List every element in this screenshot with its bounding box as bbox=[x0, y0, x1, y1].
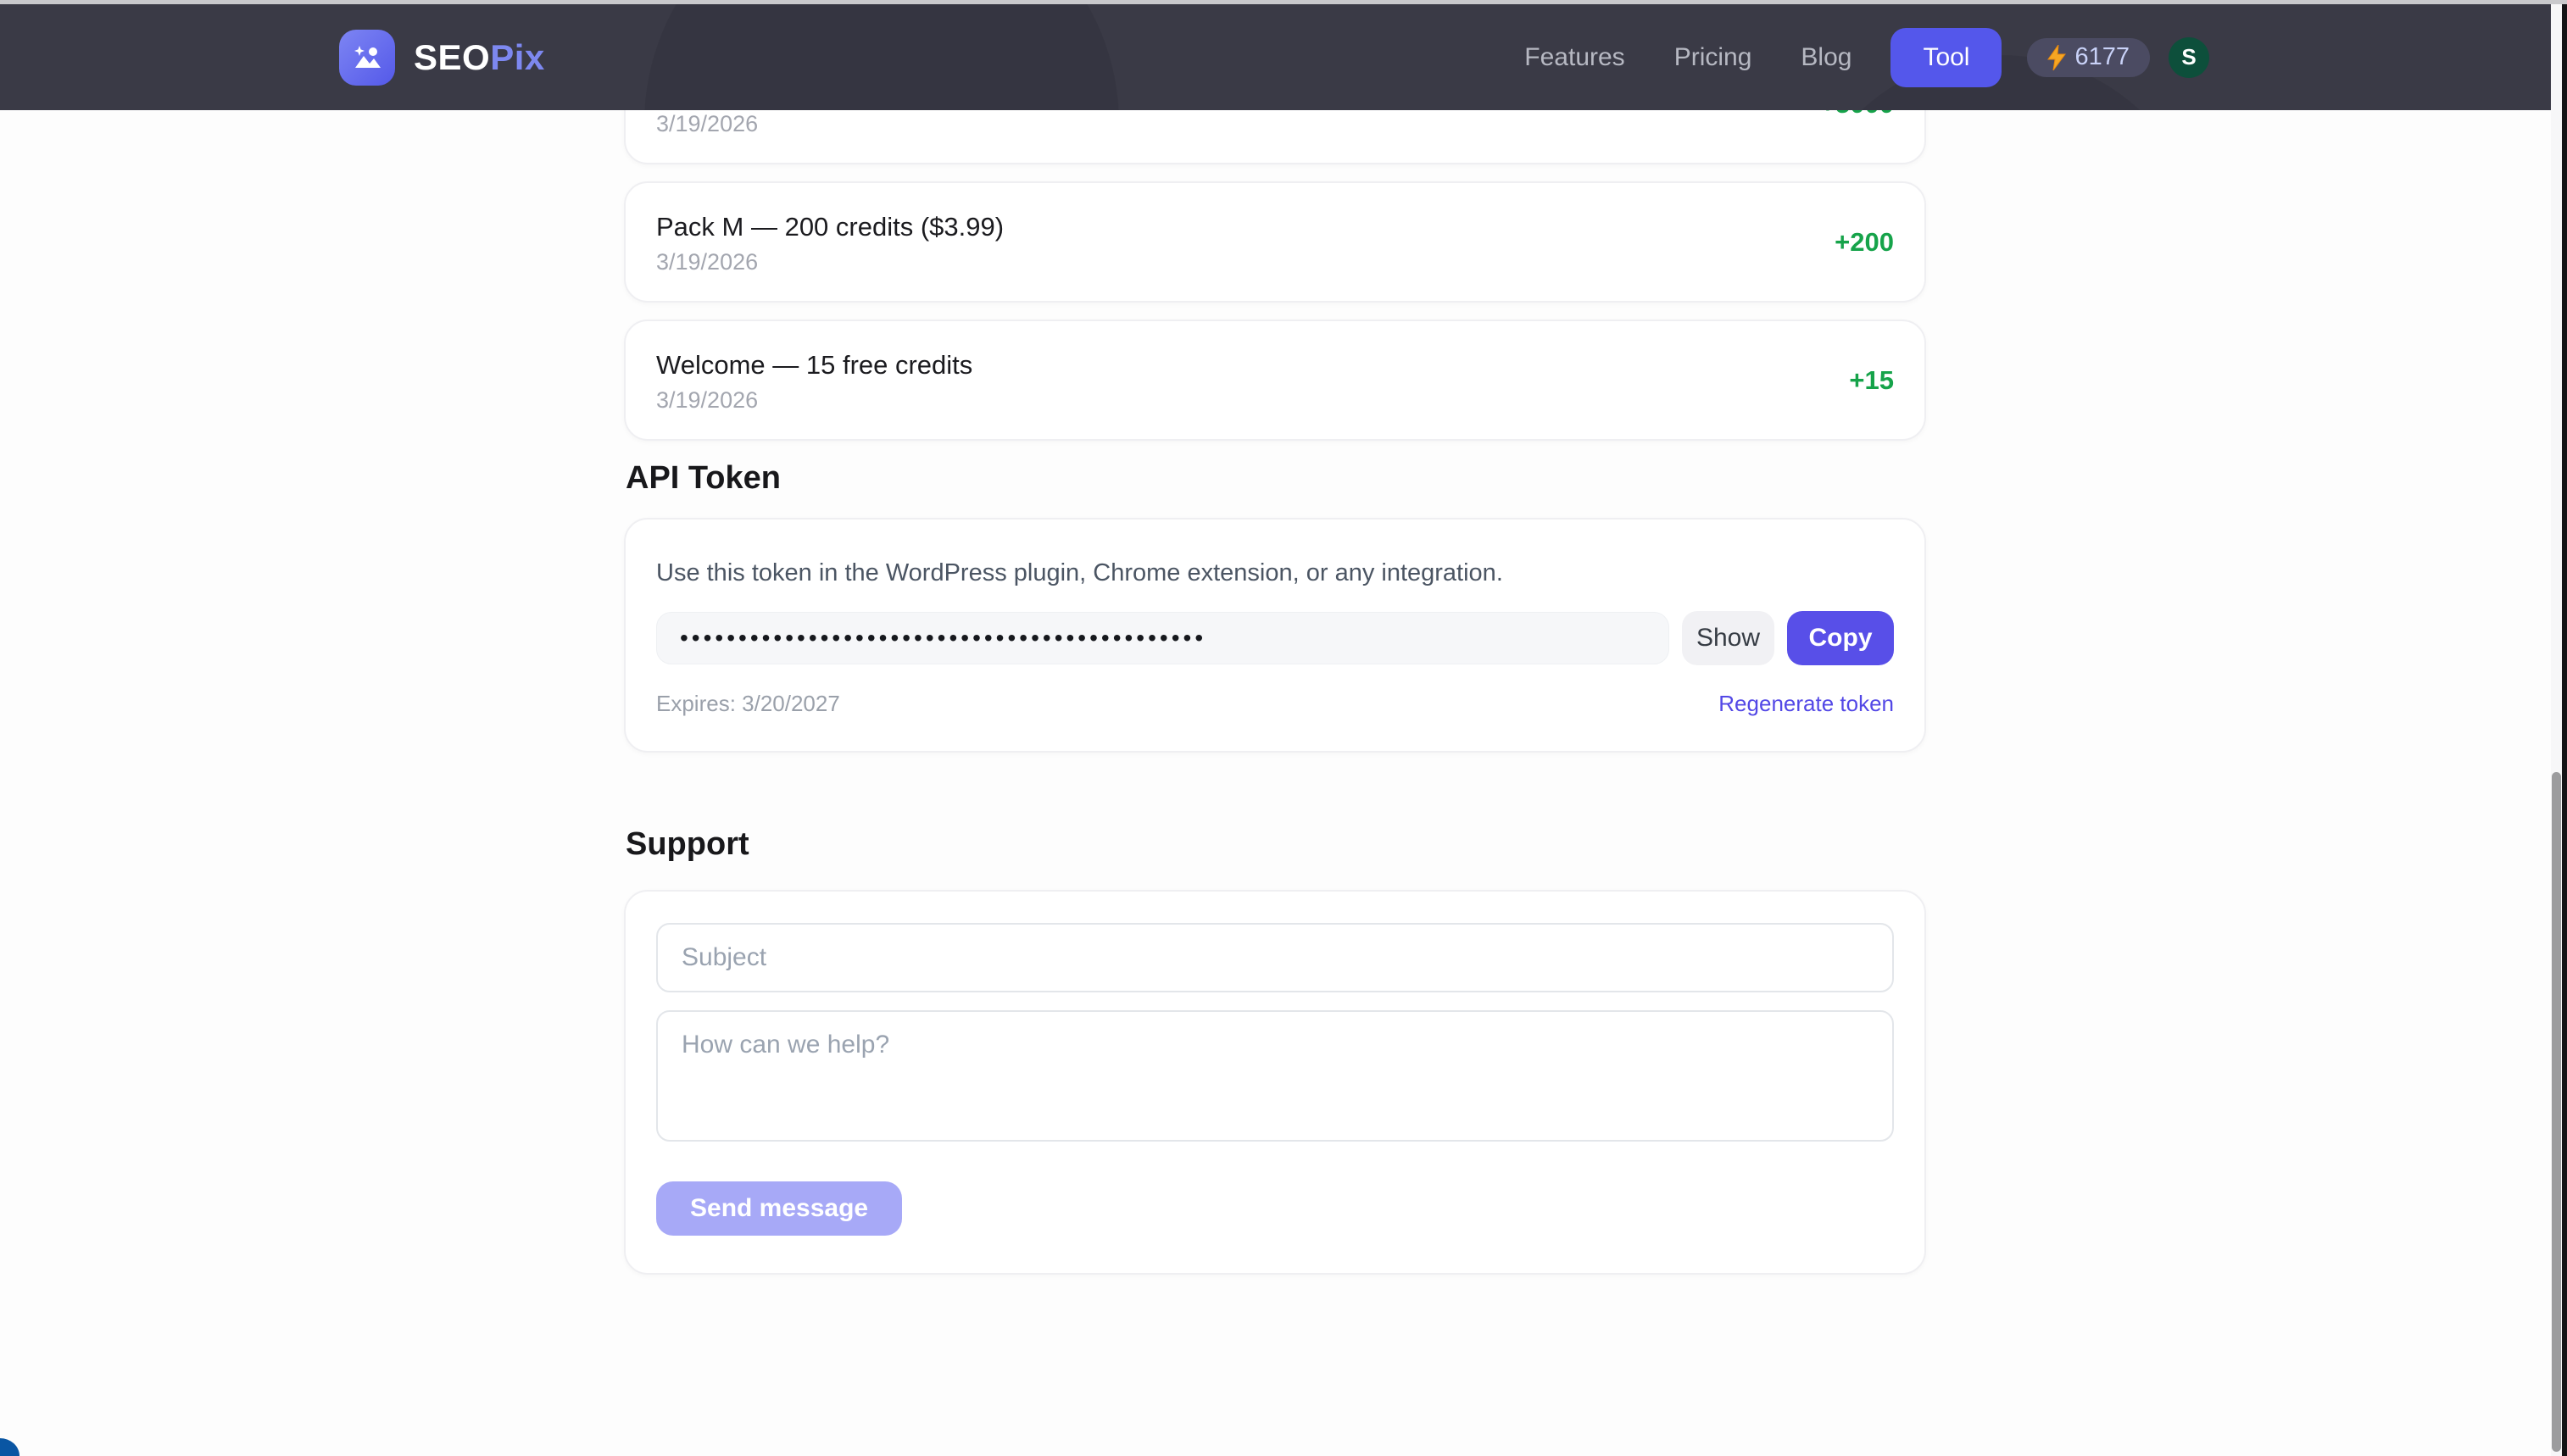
brand-name: SEOPix bbox=[414, 37, 545, 78]
support-heading: Support bbox=[626, 826, 749, 862]
credits-badge[interactable]: 6177 bbox=[2027, 37, 2150, 77]
window-top-edge bbox=[0, 0, 2567, 4]
transaction-date: 3/19/2026 bbox=[656, 386, 759, 413]
regenerate-token-link[interactable]: Regenerate token bbox=[1718, 691, 1894, 716]
transaction-row: Welcome — 15 free credits 3/19/2026 +15 bbox=[624, 320, 1926, 441]
credits-count: 6177 bbox=[2074, 43, 2130, 70]
brand-logo[interactable]: SEOPix bbox=[339, 29, 545, 86]
transaction-date: 3/19/2026 bbox=[656, 248, 759, 275]
token-field[interactable]: ••••••••••••••••••••••••••••••••••••••••… bbox=[656, 612, 1669, 664]
transaction-info: Welcome — 15 free credits 3/19/2026 bbox=[656, 347, 972, 414]
nav-link-features[interactable]: Features bbox=[1524, 42, 1625, 71]
tool-button[interactable]: Tool bbox=[1890, 27, 2002, 87]
transaction-row: Pack M — 200 credits ($3.99) 3/19/2026 +… bbox=[624, 181, 1926, 303]
corner-blue-shape bbox=[0, 1438, 19, 1456]
support-card: Send message bbox=[624, 890, 1926, 1275]
token-meta-row: Expires: 3/20/2027 Regenerate token bbox=[656, 691, 1894, 717]
token-expiry-text: Expires: 3/20/2027 bbox=[656, 691, 840, 716]
nav-links: Features Pricing Blog bbox=[1524, 43, 1851, 72]
api-token-heading: API Token bbox=[626, 460, 781, 496]
transaction-title: Pack M — 200 credits ($3.99) bbox=[656, 211, 1005, 242]
transaction-info: Pack M — 200 credits ($3.99) 3/19/2026 bbox=[656, 208, 1004, 276]
logo-tile bbox=[339, 29, 395, 86]
send-message-button[interactable]: Send message bbox=[656, 1181, 903, 1236]
token-row: ••••••••••••••••••••••••••••••••••••••••… bbox=[656, 611, 1894, 665]
subject-input[interactable] bbox=[656, 923, 1894, 992]
user-avatar[interactable]: S bbox=[2169, 36, 2209, 78]
show-token-button[interactable]: Show bbox=[1682, 611, 1774, 665]
transaction-date: 3/19/2026 bbox=[656, 110, 759, 136]
brand-text-primary: SEO bbox=[414, 36, 491, 77]
api-token-card: Use this token in the WordPress plugin, … bbox=[624, 518, 1926, 753]
lightning-icon bbox=[2047, 44, 2067, 70]
api-token-description: Use this token in the WordPress plugin, … bbox=[656, 559, 1503, 586]
brand-text-accent: Pix bbox=[490, 36, 545, 77]
transaction-info: 3/19/2026 bbox=[656, 70, 758, 138]
navbar: SEOPix Features Pricing Blog Tool 6177 S bbox=[0, 4, 2552, 110]
copy-token-button[interactable]: Copy bbox=[1787, 611, 1894, 665]
nav-link-blog[interactable]: Blog bbox=[1801, 42, 1852, 71]
scrollbar-thumb[interactable] bbox=[2552, 772, 2561, 1452]
main-content: 3/19/2026 +5000 Pack M — 200 credits ($3… bbox=[624, 0, 1926, 1275]
message-textarea[interactable] bbox=[656, 1010, 1894, 1142]
image-mountain-icon bbox=[354, 45, 381, 68]
navbar-decorative-circle bbox=[644, 4, 1119, 110]
transaction-amount: +15 bbox=[1849, 364, 1894, 395]
window-right-edge bbox=[2562, 0, 2567, 1456]
nav-link-pricing[interactable]: Pricing bbox=[1673, 42, 1752, 71]
transaction-amount: +200 bbox=[1835, 226, 1894, 257]
transaction-title: Welcome — 15 free credits bbox=[656, 349, 973, 380]
